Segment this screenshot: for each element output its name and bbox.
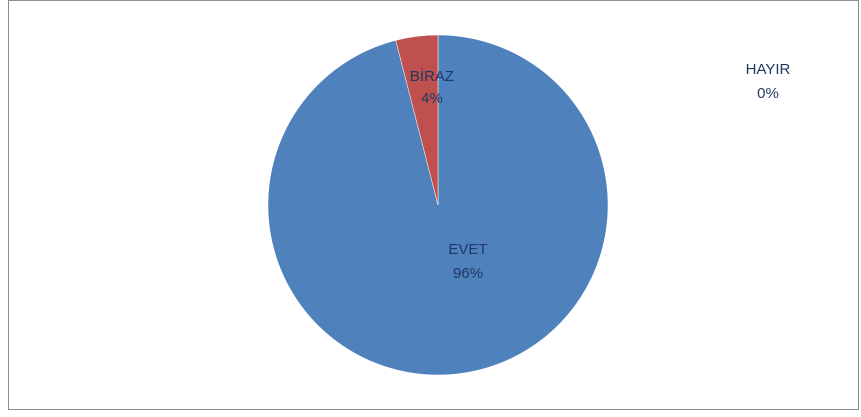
- data-label-biraz-percent: 4%: [421, 90, 443, 107]
- pie-slice-evet: [267, 34, 609, 376]
- pie-slices: [267, 34, 609, 376]
- data-label-evet-category: EVET: [448, 241, 487, 258]
- pie-slice-bi-raz: [395, 34, 439, 206]
- data-label-biraz: BİRAZ 4%: [410, 67, 454, 107]
- data-label-hayir-percent: 0%: [757, 85, 779, 102]
- data-label-evet: EVET 96%: [448, 241, 487, 282]
- data-label-biraz-category: BİRAZ: [410, 67, 454, 85]
- data-label-hayir-category: HAYIR: [746, 61, 791, 78]
- data-label-hayir: HAYIR 0%: [746, 61, 791, 102]
- data-label-evet-percent: 96%: [453, 265, 483, 282]
